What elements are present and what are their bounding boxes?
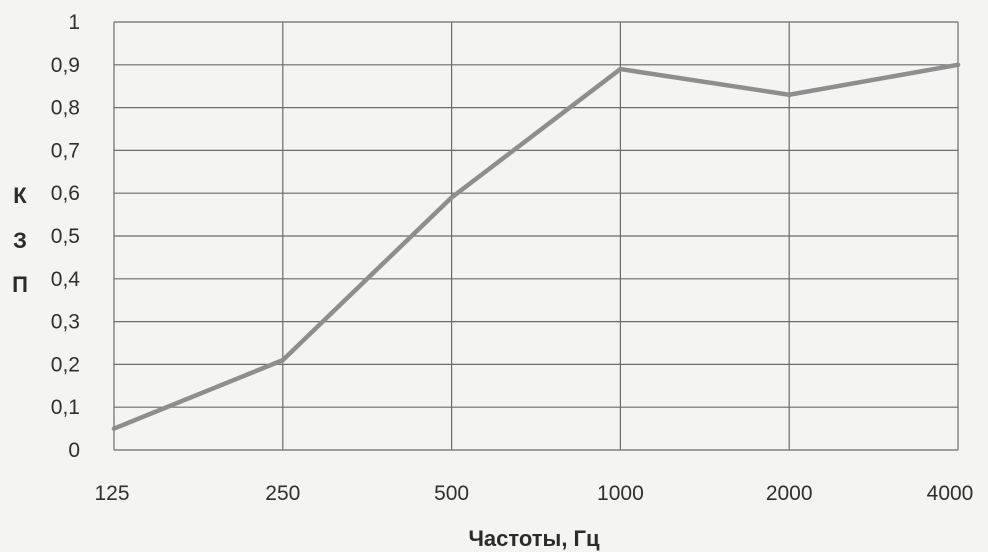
x-tick-label: 1000 <box>597 482 644 505</box>
y-tick-label: 0,4 <box>51 268 81 291</box>
grid <box>113 21 959 451</box>
data-point <box>280 357 285 363</box>
y-axis-title-letter: П <box>12 272 28 297</box>
y-axis-title-letter: К <box>13 183 27 208</box>
x-tick-label: 250 <box>265 482 300 505</box>
data-point <box>787 92 792 97</box>
y-tick-label: 0,1 <box>51 396 80 419</box>
y-tick-label: 1 <box>68 11 80 34</box>
x-tick-label: 4000 <box>927 482 974 505</box>
y-axis-title-letter: З <box>13 228 27 253</box>
series-layer <box>111 62 961 431</box>
y-tick-label: 0,3 <box>51 311 80 334</box>
data-point <box>955 62 961 67</box>
series-line <box>111 62 961 431</box>
y-tick-label: 0 <box>68 439 80 462</box>
x-tick-label: 500 <box>434 482 469 505</box>
data-point <box>111 426 117 431</box>
data-point <box>618 66 623 72</box>
x-tick-labels: 125 250 500 1000 2000 4000 <box>94 482 973 505</box>
y-tick-label: 0,6 <box>51 182 80 205</box>
x-tick-label: 125 <box>94 482 129 505</box>
data-point <box>449 195 454 200</box>
y-axis-title: КЗП <box>12 183 28 297</box>
x-tick-label: 2000 <box>766 482 813 505</box>
y-tick-label: 0,5 <box>51 225 80 248</box>
y-tick-label: 0,7 <box>51 139 80 162</box>
y-tick-label: 0,8 <box>51 97 80 120</box>
y-tick-labels: 0 0,1 0,2 0,3 0,4 0,5 0,6 0,7 0,8 0,9 1 <box>51 11 81 462</box>
x-axis-title: Частоты, Гц <box>468 526 600 551</box>
y-tick-label: 0,9 <box>51 54 80 77</box>
y-tick-label: 0,2 <box>51 353 80 376</box>
